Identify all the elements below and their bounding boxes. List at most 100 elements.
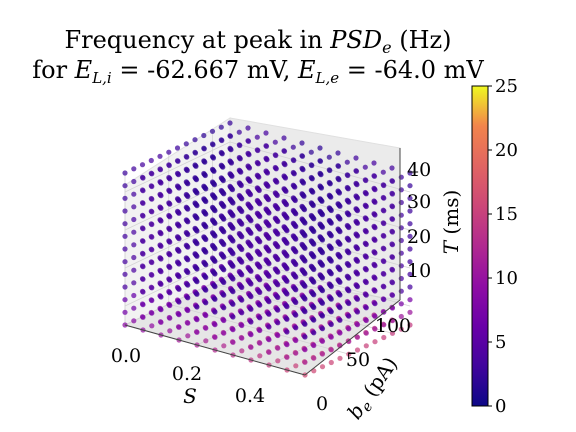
data-point	[265, 197, 272, 203]
data-point	[302, 321, 308, 327]
colorbar-ticks: 0 5 10 15 20 25	[488, 76, 518, 417]
data-point	[158, 180, 164, 186]
data-point	[346, 300, 352, 307]
data-point	[326, 154, 332, 160]
data-point	[185, 295, 191, 301]
data-point	[230, 314, 236, 320]
data-point	[318, 185, 325, 191]
data-point	[363, 191, 369, 197]
data-point	[176, 198, 182, 204]
data-point	[158, 294, 164, 300]
data-point	[221, 254, 227, 260]
data-point	[122, 208, 128, 214]
data-point	[311, 266, 317, 273]
data-point	[248, 319, 254, 325]
x-tick-1: 0.2	[172, 363, 202, 385]
data-point	[257, 315, 263, 321]
data-point	[363, 254, 369, 260]
data-point	[293, 274, 299, 280]
data-point	[275, 244, 281, 250]
data-point	[245, 125, 251, 131]
data-point	[275, 345, 281, 351]
data-point	[227, 120, 233, 126]
data-point	[131, 204, 137, 210]
data-point	[284, 215, 290, 221]
data-point	[363, 241, 369, 248]
data-point	[185, 231, 191, 238]
data-point	[284, 304, 290, 310]
data-point	[311, 355, 317, 361]
data-point	[265, 183, 271, 189]
data-point	[275, 358, 281, 364]
data-point	[389, 254, 396, 260]
data-point	[158, 319, 164, 325]
data-point	[239, 322, 245, 329]
data-point	[327, 167, 333, 174]
data-point	[336, 190, 343, 196]
chart-title-line-2: for EL,i = -62.667 mV, EL,e = -64.0 mV	[32, 56, 484, 87]
data-point	[266, 349, 272, 355]
data-point	[266, 210, 272, 216]
data-point	[274, 179, 280, 185]
data-point	[185, 206, 191, 212]
data-point	[363, 292, 369, 298]
data-point	[363, 203, 369, 210]
data-point	[337, 292, 343, 298]
y-axis-line	[304, 299, 401, 376]
data-point	[302, 233, 308, 239]
data-point	[166, 149, 172, 155]
data-point	[398, 237, 404, 244]
data-point	[167, 214, 173, 220]
data-point	[212, 334, 218, 340]
data-point	[389, 165, 395, 171]
data-point	[247, 192, 254, 198]
data-point	[354, 309, 361, 315]
data-point	[158, 243, 164, 249]
data-point	[389, 191, 396, 197]
data-point	[255, 147, 261, 154]
data-point	[239, 234, 245, 240]
data-point	[220, 164, 226, 170]
data-point	[381, 233, 387, 239]
data-point	[328, 309, 334, 315]
data-point	[229, 187, 236, 193]
data-point	[274, 192, 280, 199]
data-point	[140, 264, 146, 270]
data-point	[346, 288, 352, 294]
data-point	[372, 237, 378, 243]
data-point	[167, 239, 173, 245]
data-point	[167, 315, 173, 321]
data-point	[293, 223, 299, 230]
data-point	[131, 292, 137, 299]
data-point	[346, 326, 352, 332]
data-point	[337, 305, 343, 311]
data-point	[284, 266, 290, 272]
data-point	[264, 157, 270, 163]
data-point	[266, 299, 272, 305]
data-point	[407, 221, 413, 227]
data-point	[230, 339, 236, 345]
data-point	[317, 158, 324, 164]
data-point	[346, 199, 352, 205]
data-point	[293, 211, 299, 217]
data-point	[122, 170, 128, 176]
data-point	[308, 149, 314, 155]
data-point	[202, 159, 208, 165]
data-point	[381, 296, 387, 303]
data-point	[230, 213, 236, 219]
data-point	[284, 329, 290, 335]
data-point	[239, 208, 245, 215]
data-point	[192, 137, 198, 143]
data-point	[407, 233, 413, 239]
data-point	[176, 248, 182, 254]
z-tick-1: 20	[407, 226, 431, 248]
data-point	[381, 195, 387, 201]
data-point	[218, 124, 224, 130]
data-point	[266, 337, 272, 343]
data-point	[203, 338, 209, 344]
data-point	[293, 350, 299, 356]
data-point	[230, 225, 236, 231]
data-point	[346, 351, 352, 357]
data-point	[293, 261, 299, 268]
data-point	[354, 233, 361, 239]
